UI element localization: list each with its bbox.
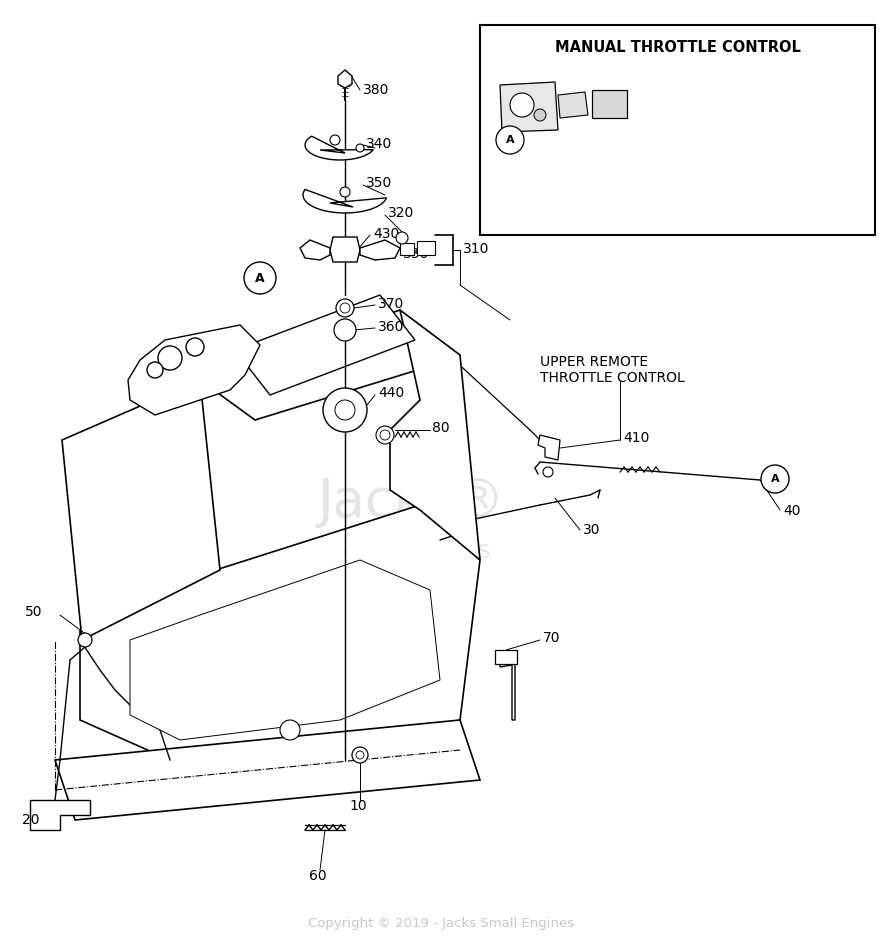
FancyBboxPatch shape: [480, 25, 875, 235]
Polygon shape: [538, 435, 560, 460]
Circle shape: [356, 144, 364, 152]
Circle shape: [380, 430, 390, 440]
Text: 370: 370: [378, 297, 404, 311]
Circle shape: [280, 720, 300, 740]
FancyBboxPatch shape: [592, 90, 627, 118]
Text: 40: 40: [783, 504, 801, 518]
Polygon shape: [55, 720, 480, 820]
Polygon shape: [390, 310, 480, 560]
FancyBboxPatch shape: [417, 241, 435, 255]
Text: 310: 310: [463, 242, 489, 256]
Polygon shape: [500, 82, 558, 132]
Polygon shape: [303, 190, 387, 213]
Text: Copyright © 2019 - Jacks Small Engines: Copyright © 2019 - Jacks Small Engines: [308, 918, 575, 931]
Polygon shape: [128, 325, 260, 415]
Circle shape: [510, 93, 534, 117]
Text: 20: 20: [22, 813, 40, 827]
Polygon shape: [500, 658, 515, 720]
Circle shape: [340, 187, 350, 197]
Circle shape: [147, 362, 163, 378]
Circle shape: [396, 232, 408, 244]
Polygon shape: [235, 295, 415, 395]
Circle shape: [330, 135, 340, 145]
Text: 50: 50: [25, 605, 42, 619]
Polygon shape: [360, 240, 400, 260]
Text: 340: 340: [366, 137, 392, 151]
Text: SMALL ENGINES: SMALL ENGINES: [333, 543, 490, 562]
Text: 330: 330: [597, 129, 621, 143]
Text: 330: 330: [403, 247, 429, 261]
Text: 410: 410: [623, 431, 649, 445]
Circle shape: [352, 747, 368, 763]
Circle shape: [534, 109, 546, 121]
Circle shape: [336, 299, 354, 317]
Text: 320: 320: [388, 206, 414, 220]
Circle shape: [78, 633, 92, 647]
Text: 320: 320: [602, 57, 626, 70]
Text: A: A: [255, 272, 265, 284]
Circle shape: [356, 751, 364, 759]
Polygon shape: [305, 136, 374, 160]
Text: 310: 310: [637, 97, 660, 110]
Text: A: A: [506, 135, 514, 145]
Text: 380: 380: [363, 83, 389, 97]
Text: Jacks®: Jacks®: [318, 476, 505, 528]
Circle shape: [158, 346, 182, 370]
Polygon shape: [30, 800, 90, 830]
Text: 440: 440: [378, 386, 404, 400]
Circle shape: [335, 400, 355, 420]
Polygon shape: [200, 310, 450, 420]
Text: 10: 10: [349, 799, 366, 813]
Polygon shape: [330, 237, 360, 262]
Polygon shape: [62, 380, 220, 640]
Circle shape: [543, 467, 553, 477]
Text: UPPER REMOTE
THROTTLE CONTROL: UPPER REMOTE THROTTLE CONTROL: [540, 355, 684, 385]
Polygon shape: [80, 505, 480, 760]
Text: A: A: [771, 474, 780, 484]
Text: 350: 350: [366, 176, 392, 190]
Text: 360: 360: [378, 320, 404, 334]
Polygon shape: [130, 560, 440, 740]
Circle shape: [186, 338, 204, 356]
Polygon shape: [338, 70, 352, 88]
Text: MANUAL THROTTLE CONTROL: MANUAL THROTTLE CONTROL: [555, 40, 800, 55]
Text: 30: 30: [583, 523, 600, 537]
FancyBboxPatch shape: [400, 243, 414, 255]
Text: 80: 80: [432, 421, 449, 435]
Circle shape: [761, 465, 789, 493]
Circle shape: [334, 319, 356, 341]
Text: 60: 60: [309, 869, 327, 883]
Circle shape: [323, 388, 367, 432]
Polygon shape: [300, 240, 330, 260]
Circle shape: [496, 126, 524, 154]
Circle shape: [376, 426, 394, 444]
FancyBboxPatch shape: [495, 650, 517, 664]
Circle shape: [244, 262, 276, 294]
Polygon shape: [558, 92, 588, 118]
Text: 70: 70: [543, 631, 561, 645]
Text: 430: 430: [373, 227, 399, 241]
Circle shape: [340, 303, 350, 313]
